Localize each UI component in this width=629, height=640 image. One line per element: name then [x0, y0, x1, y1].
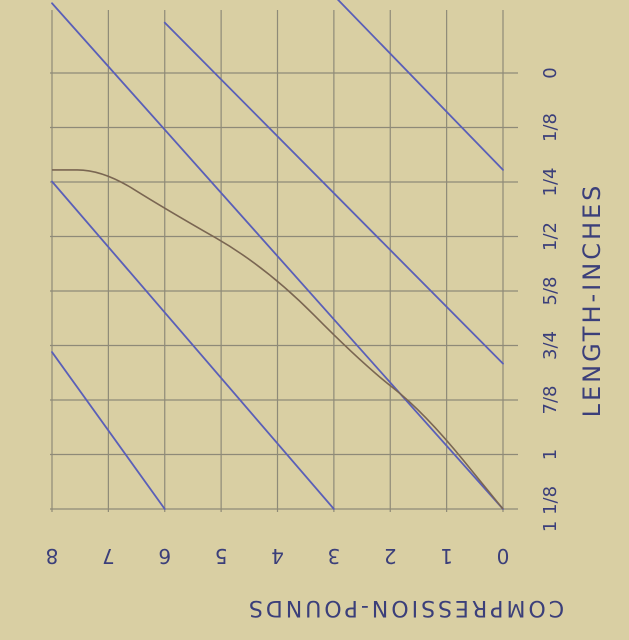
y-tick-label: 0	[540, 67, 561, 78]
y-tick-label: 3/4	[540, 331, 561, 360]
reference-line	[51, 2, 504, 510]
y-tick-label: 1/8	[540, 113, 561, 142]
x-tick-label: 7	[102, 544, 115, 568]
x-tick-label: 5	[215, 544, 228, 568]
y-tick-label: 1	[540, 449, 561, 460]
x-tick-label: 8	[46, 544, 59, 568]
x-tick-label: 3	[328, 544, 341, 568]
x-tick-labels: 8 7 6 5 4 3 2 1 0	[46, 544, 510, 568]
y-axis-label: LENGTH-INCHES	[578, 183, 606, 418]
y-tick-label: 1/4	[540, 168, 561, 197]
reference-line	[336, 0, 504, 171]
grid	[50, 10, 518, 512]
series-layer	[51, 169, 504, 510]
y-tick-label: 5/8	[540, 277, 561, 306]
reference-line	[51, 180, 335, 510]
y-tick-label: 1 1/8	[540, 486, 561, 532]
series-line	[52, 169, 504, 510]
x-tick-label: 6	[158, 544, 171, 568]
x-tick-label: 4	[271, 544, 284, 568]
x-axis-label: COMPRESSION-POUNDS	[246, 595, 564, 620]
y-tick-label: 1/2	[540, 222, 561, 251]
x-tick-label: 1	[440, 544, 453, 568]
x-tick-label: 2	[384, 544, 397, 568]
reference-line	[51, 351, 166, 510]
reference-line	[163, 21, 504, 365]
y-tick-label: 7/8	[540, 386, 561, 415]
reference-lines	[51, 0, 504, 510]
y-tick-labels: 0 1/8 1/4 1/2 5/8 3/4 7/8 1 1 1/8	[540, 67, 561, 532]
x-tick-label: 0	[497, 544, 510, 568]
